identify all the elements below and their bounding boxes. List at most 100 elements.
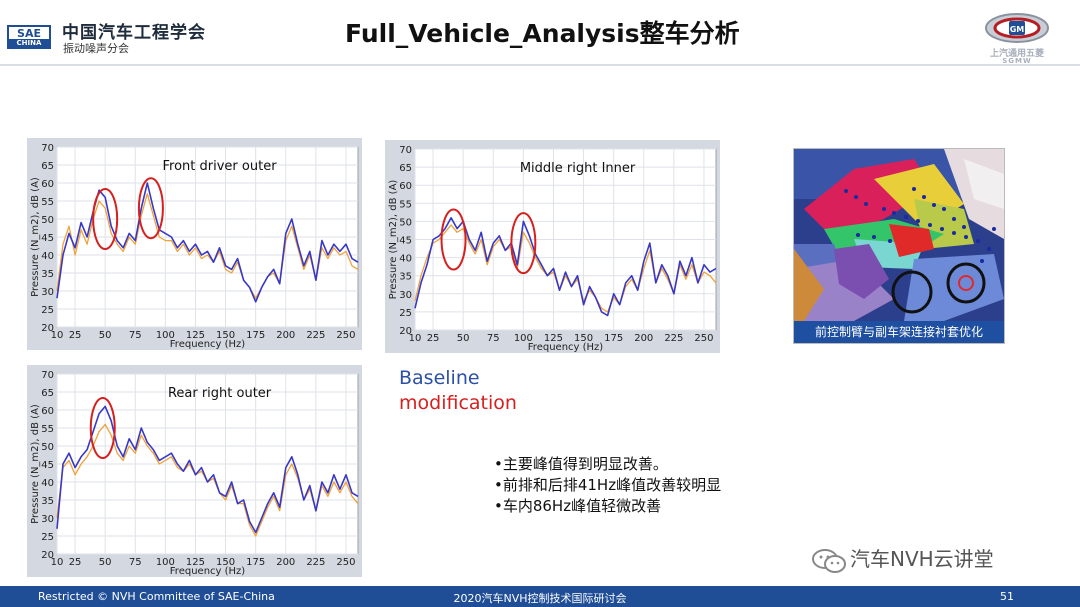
x-tick-label: 125 xyxy=(186,330,205,341)
x-tick-label: 150 xyxy=(216,330,235,341)
x-tick-label: 250 xyxy=(694,333,713,344)
chart-rear-right-outer: 20 25 30 35 40 45 50 55 60 65 70 10 25 50 75 100 125 150 1… xyxy=(27,365,362,577)
x-tick-label: 25 xyxy=(427,333,440,344)
y-tick-label: 70 xyxy=(41,370,54,381)
y-tick-label: 40 xyxy=(41,478,54,489)
y-axis-label: Pressure (N_m2), dB (A) xyxy=(30,404,41,524)
peak-highlight xyxy=(440,208,467,271)
brand-name-en: SGMW xyxy=(1002,57,1032,65)
y-axis-label: Pressure (N_m2), dB (A) xyxy=(30,177,41,297)
legend-modification: modification xyxy=(399,392,517,414)
china-logo-text: CHINA xyxy=(9,39,49,48)
y-tick-label: 65 xyxy=(41,161,54,172)
chart-front-driver-outer: 20 25 30 35 40 45 50 55 60 65 70 10 25 50 75 100 125 150 1… xyxy=(27,138,362,350)
chart-svg: 20 25 30 35 40 45 50 55 60 65 70 10 25 50 75 100 125 150 1… xyxy=(385,140,720,353)
y-tick-label: 50 xyxy=(41,215,54,226)
x-tick-label: 250 xyxy=(336,557,355,568)
x-axis-label: Frequency (Hz) xyxy=(170,339,246,350)
y-tick-label: 30 xyxy=(41,287,54,298)
y-tick-label: 25 xyxy=(41,532,54,543)
x-tick-label: 10 xyxy=(51,330,64,341)
finding-item: •前排和后排41Hz峰值改善较明显 xyxy=(494,476,722,494)
y-tick-label: 30 xyxy=(41,514,54,525)
series-line-baseline xyxy=(56,182,359,303)
series-line-baseline xyxy=(56,405,359,534)
findings-list: •主要峰值得到明显改善。 •前排和后排41Hz峰值改善较明显 •车内86Hz峰值… xyxy=(494,454,721,517)
chart-title: Front driver outer xyxy=(163,159,278,174)
x-tick-label: 50 xyxy=(99,330,112,341)
x-tick-label: 150 xyxy=(216,557,235,568)
y-tick-label: 70 xyxy=(41,143,54,154)
x-tick-label: 200 xyxy=(276,557,295,568)
wechat-icon xyxy=(812,548,846,573)
x-tick-label: 175 xyxy=(604,333,623,344)
y-tick-label: 55 xyxy=(41,197,54,208)
footer: Restricted © NVH Committee of SAE-China … xyxy=(0,586,1080,607)
finding-item: •车内86Hz峰值轻微改善 xyxy=(494,497,662,515)
watermark-text: 汽车NVH云讲堂 xyxy=(850,547,994,571)
x-tick-label: 225 xyxy=(306,557,325,568)
x-tick-label: 100 xyxy=(514,333,533,344)
cae-model-image: 前控制臂与副车架连接衬套优化 xyxy=(793,148,1005,344)
x-axis-label: Frequency (Hz) xyxy=(528,342,604,353)
x-tick-label: 225 xyxy=(664,333,683,344)
x-tick-label: 150 xyxy=(574,333,593,344)
y-tick-label: 35 xyxy=(41,269,54,280)
peak-highlight xyxy=(137,177,164,240)
x-tick-label: 125 xyxy=(186,557,205,568)
gm-badge-text: GM xyxy=(1010,25,1025,34)
x-tick-label: 125 xyxy=(544,333,563,344)
x-axis-label: Frequency (Hz) xyxy=(170,566,246,577)
y-tick-label: 70 xyxy=(399,145,412,156)
sae-logo-text: SAE xyxy=(17,27,41,40)
x-tick-label: 75 xyxy=(129,330,142,341)
y-tick-label: 50 xyxy=(41,442,54,453)
watermark: 汽车NVH云讲堂 xyxy=(812,543,994,574)
y-tick-label: 55 xyxy=(399,199,412,210)
y-tick-label: 25 xyxy=(41,305,54,316)
y-tick-label: 55 xyxy=(41,424,54,435)
x-tick-label: 200 xyxy=(634,333,653,344)
peak-highlight xyxy=(92,188,119,250)
x-tick-label: 10 xyxy=(409,333,422,344)
y-tick-label: 40 xyxy=(399,254,412,265)
x-tick-label: 175 xyxy=(246,330,265,341)
footer-copyright: Restricted © NVH Committee of SAE-China xyxy=(38,590,275,603)
organization-subtitle: 振动噪声分会 xyxy=(63,42,129,55)
finding-item: •主要峰值得到明显改善。 xyxy=(494,455,668,473)
x-tick-label: 25 xyxy=(69,330,82,341)
x-tick-label: 100 xyxy=(156,330,175,341)
sgmw-logo-icon: GM xyxy=(985,13,1049,43)
y-tick-label: 20 xyxy=(41,550,54,561)
legend-baseline: Baseline xyxy=(399,367,480,389)
y-axis-label: Pressure (N_m2), dB (A) xyxy=(388,180,399,300)
x-tick-label: 250 xyxy=(336,330,355,341)
x-tick-label: 75 xyxy=(487,333,500,344)
page-number: 51 xyxy=(1000,590,1014,603)
x-tick-label: 50 xyxy=(99,557,112,568)
slide-header: SAE CHINA 中国汽车工程学会 振动噪声分会 Full_Vehicle_A… xyxy=(0,0,1080,65)
header-divider xyxy=(0,64,1080,66)
page-title: Full_Vehicle_Analysis整车分析 xyxy=(345,19,740,48)
y-tick-label: 50 xyxy=(399,217,412,228)
y-tick-label: 60 xyxy=(399,181,412,192)
cae-caption: 前控制臂与副车架连接衬套优化 xyxy=(794,321,1004,343)
y-tick-label: 30 xyxy=(399,290,412,301)
y-tick-label: 45 xyxy=(399,236,412,247)
x-tick-label: 100 xyxy=(156,557,175,568)
y-tick-label: 20 xyxy=(41,323,54,334)
peak-highlight xyxy=(89,397,116,459)
x-tick-label: 25 xyxy=(69,557,82,568)
series-line-modification xyxy=(56,193,359,299)
y-tick-label: 65 xyxy=(399,163,412,174)
x-tick-label: 10 xyxy=(51,557,64,568)
y-tick-label: 60 xyxy=(41,406,54,417)
y-tick-label: 40 xyxy=(41,251,54,262)
y-tick-label: 60 xyxy=(41,179,54,190)
organization-name: 中国汽车工程学会 xyxy=(62,23,206,43)
chart-title: Rear right outer xyxy=(168,386,272,401)
y-tick-label: 25 xyxy=(399,308,412,319)
y-tick-label: 65 xyxy=(41,388,54,399)
chart-svg: 20 25 30 35 40 45 50 55 60 65 70 10 25 50 75 100 125 150 1… xyxy=(27,138,362,350)
x-tick-label: 75 xyxy=(129,557,142,568)
